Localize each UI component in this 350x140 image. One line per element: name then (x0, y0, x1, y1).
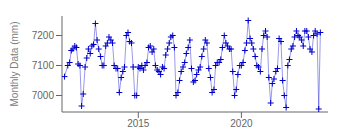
svg-text:7100: 7100 (32, 60, 55, 71)
svg-text:2020: 2020 (230, 118, 253, 129)
svg-text:7200: 7200 (32, 30, 55, 41)
svg-text:7000: 7000 (32, 90, 55, 101)
svg-text:Monthly Data (mm): Monthly Data (mm) (9, 21, 20, 106)
svg-text:2015: 2015 (127, 118, 150, 129)
